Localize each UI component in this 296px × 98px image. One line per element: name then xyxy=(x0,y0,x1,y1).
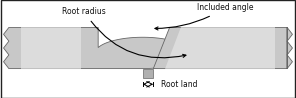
Text: Included angle: Included angle xyxy=(155,3,253,30)
Polygon shape xyxy=(21,27,81,69)
Polygon shape xyxy=(4,27,190,69)
Polygon shape xyxy=(165,27,275,69)
Text: Root radius: Root radius xyxy=(62,7,186,58)
Polygon shape xyxy=(153,27,292,69)
Text: Root land: Root land xyxy=(161,80,197,89)
Bar xyxy=(143,69,153,78)
